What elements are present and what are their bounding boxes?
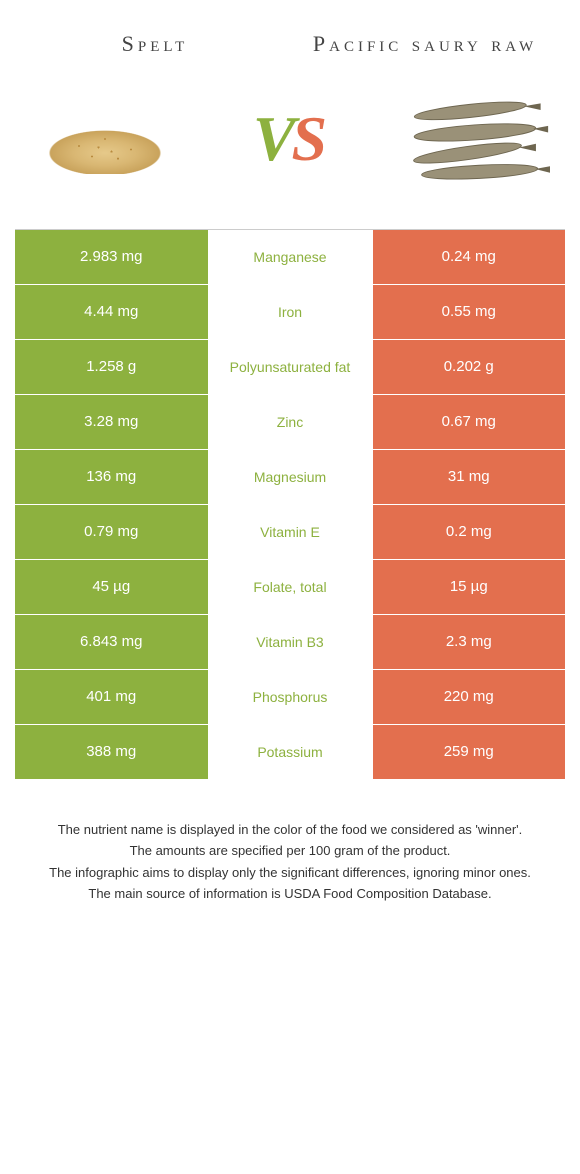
right-value: 220 mg	[373, 670, 566, 724]
header: Spelt Pacific saury raw	[0, 0, 580, 69]
table-row: 401 mgPhosphorus220 mg	[15, 670, 565, 725]
table-row: 136 mgMagnesium31 mg	[15, 450, 565, 505]
right-food-image	[400, 79, 550, 199]
table-row: 4.44 mgIron0.55 mg	[15, 285, 565, 340]
left-value: 401 mg	[15, 670, 208, 724]
left-value: 45 µg	[15, 560, 208, 614]
right-value: 0.2 mg	[373, 505, 566, 559]
left-value: 388 mg	[15, 725, 208, 779]
right-value: 31 mg	[373, 450, 566, 504]
left-value: 1.258 g	[15, 340, 208, 394]
hero-row: VS	[0, 69, 580, 229]
table-row: 6.843 mgVitamin B32.3 mg	[15, 615, 565, 670]
table-row: 3.28 mgZinc0.67 mg	[15, 395, 565, 450]
footer-line-1: The nutrient name is displayed in the co…	[30, 820, 550, 840]
nutrient-name: Magnesium	[208, 450, 373, 504]
right-food-title: Pacific saury raw	[304, 30, 547, 59]
vs-s: S	[292, 102, 328, 176]
footer-line-3: The infographic aims to display only the…	[30, 863, 550, 883]
vs-label: VS	[253, 102, 327, 176]
right-value: 0.202 g	[373, 340, 566, 394]
left-food-image	[30, 79, 180, 199]
nutrient-name: Folate, total	[208, 560, 373, 614]
left-value: 136 mg	[15, 450, 208, 504]
right-value: 0.55 mg	[373, 285, 566, 339]
right-value: 2.3 mg	[373, 615, 566, 669]
footer-line-2: The amounts are specified per 100 gram o…	[30, 841, 550, 861]
nutrient-name: Potassium	[208, 725, 373, 779]
left-value: 4.44 mg	[15, 285, 208, 339]
left-value: 3.28 mg	[15, 395, 208, 449]
nutrient-name: Zinc	[208, 395, 373, 449]
table-row: 0.79 mgVitamin E0.2 mg	[15, 505, 565, 560]
left-food-title: Spelt	[34, 30, 277, 59]
nutrient-name: Vitamin E	[208, 505, 373, 559]
left-value: 6.843 mg	[15, 615, 208, 669]
vs-v: V	[253, 102, 292, 176]
right-value: 0.67 mg	[373, 395, 566, 449]
nutrient-name: Manganese	[208, 230, 373, 284]
footer-line-4: The main source of information is USDA F…	[30, 884, 550, 904]
nutrient-table: 2.983 mgManganese0.24 mg4.44 mgIron0.55 …	[15, 229, 565, 780]
right-value: 259 mg	[373, 725, 566, 779]
left-value: 0.79 mg	[15, 505, 208, 559]
table-row: 388 mgPotassium259 mg	[15, 725, 565, 780]
right-value: 15 µg	[373, 560, 566, 614]
left-value: 2.983 mg	[15, 230, 208, 284]
nutrient-name: Vitamin B3	[208, 615, 373, 669]
table-row: 2.983 mgManganese0.24 mg	[15, 230, 565, 285]
right-value: 0.24 mg	[373, 230, 566, 284]
nutrient-name: Iron	[208, 285, 373, 339]
nutrient-name: Phosphorus	[208, 670, 373, 724]
fish-icon	[400, 84, 550, 194]
table-row: 1.258 gPolyunsaturated fat0.202 g	[15, 340, 565, 395]
nutrient-name: Polyunsaturated fat	[208, 340, 373, 394]
grain-icon	[40, 104, 170, 174]
table-row: 45 µgFolate, total15 µg	[15, 560, 565, 615]
footer-notes: The nutrient name is displayed in the co…	[0, 780, 580, 926]
